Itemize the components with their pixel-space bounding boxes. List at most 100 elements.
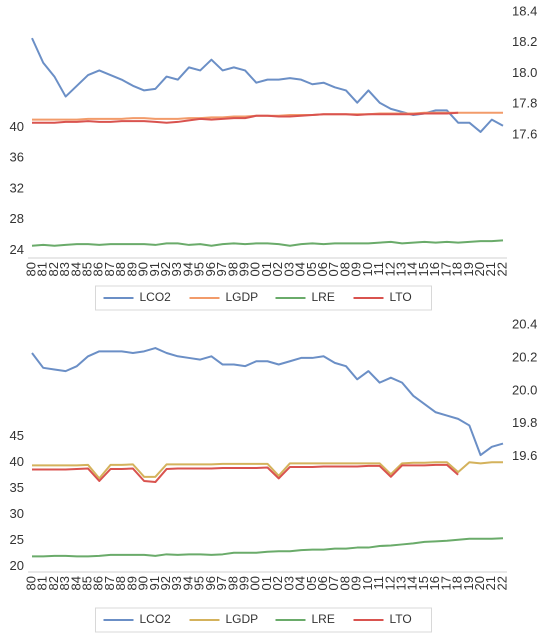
x-tick-label: 91 xyxy=(147,576,162,590)
x-tick-label: 84 xyxy=(68,262,83,276)
x-tick-label: 16 xyxy=(427,262,442,276)
x-tick-label: 90 xyxy=(136,576,151,590)
y2-tick-label: 18.0 xyxy=(512,65,537,80)
x-tick-label: 00 xyxy=(248,262,263,276)
x-tick-label: 22 xyxy=(494,262,509,276)
x-tick-label: 93 xyxy=(169,262,184,276)
y2-tick-label: 18.2 xyxy=(512,34,537,49)
chart: 20 25 30 35 40 45 19.6 19.8 20.0 20.2 20.4 80818283… xyxy=(10,316,537,633)
x-tick-label: 02 xyxy=(270,262,285,276)
x-tick-label: 85 xyxy=(80,576,95,590)
x-tick-label: 15 xyxy=(416,262,431,276)
y2-tick-label: 17.6 xyxy=(512,126,537,141)
x-tick-label: 93 xyxy=(169,576,184,590)
y2-tick-label: 20.2 xyxy=(512,349,537,364)
x-tick-label: 80 xyxy=(23,576,38,590)
x-tick-label: 17 xyxy=(438,576,453,590)
x-tick-label: 90 xyxy=(136,262,151,276)
x-tick-label: 97 xyxy=(214,262,229,276)
x-tick-label: 14 xyxy=(405,576,420,590)
legend-box xyxy=(95,285,432,311)
x-tick-label: 16 xyxy=(427,576,442,590)
series-line xyxy=(32,461,503,480)
x-tick-label: 11 xyxy=(371,576,386,590)
y-tick-label: 30 xyxy=(10,506,24,521)
x-tick-label: 83 xyxy=(57,576,72,590)
legend-label: LTO xyxy=(390,612,412,626)
x-tick-label: 98 xyxy=(225,576,240,590)
x-tick-label: 10 xyxy=(360,576,375,590)
series-line xyxy=(32,463,459,484)
legend-label: LRE xyxy=(312,290,335,304)
y-tick-label: 25 xyxy=(10,532,24,547)
x-tick-label: 94 xyxy=(180,576,195,590)
x-tick-label: 07 xyxy=(326,576,341,590)
x-tick-label: 05 xyxy=(304,576,319,590)
x-tick-label: 89 xyxy=(124,576,139,590)
x-tick-label: 97 xyxy=(214,576,229,590)
x-tick-label: 18 xyxy=(450,576,465,590)
legend-label: LGDP xyxy=(226,612,259,626)
x-tick-label: 22 xyxy=(494,576,509,590)
x-tick-label: 04 xyxy=(293,576,308,590)
x-tick-label: 91 xyxy=(147,262,162,276)
x-tick-label: 21 xyxy=(483,262,498,276)
series-line xyxy=(31,239,504,247)
series-line xyxy=(31,347,504,457)
x-tick-label: 95 xyxy=(192,576,207,590)
y2-tick-label: 20.0 xyxy=(512,382,537,397)
series-line xyxy=(32,111,459,124)
x-tick-label: 80 xyxy=(23,262,38,276)
x-tick-label: 02 xyxy=(270,576,285,590)
y-tick-label: 45 xyxy=(10,428,24,443)
x-tick-label: 89 xyxy=(124,262,139,276)
chart: 24 28 32 36 40 17.6 17.8 18.0 18.2 18.4 8081828384… xyxy=(10,3,537,311)
x-tick-label: 87 xyxy=(102,576,117,590)
x-tick-label: 98 xyxy=(225,262,240,276)
x-tick-label: 10 xyxy=(360,262,375,276)
x-tick-label: 04 xyxy=(293,262,308,276)
y-tick-label: 20 xyxy=(10,558,24,573)
x-tick-label: 12 xyxy=(382,576,397,590)
x-tick-label: 11 xyxy=(371,262,386,276)
legend-label: LCO2 xyxy=(140,290,172,304)
x-tick-label: 81 xyxy=(35,576,50,590)
x-tick-label: 96 xyxy=(203,262,218,276)
x-tick-label: 13 xyxy=(394,262,409,276)
x-tick-label: 01 xyxy=(259,262,274,276)
x-tick-label: 99 xyxy=(237,576,252,590)
legend-label: LRE xyxy=(312,612,335,626)
x-tick-label: 86 xyxy=(91,262,106,276)
x-tick-label: 81 xyxy=(35,262,50,276)
y-tick-label: 28 xyxy=(10,211,24,226)
x-tick-label: 19 xyxy=(461,262,476,276)
y2-tick-label: 19.6 xyxy=(512,448,537,463)
x-tick-label: 06 xyxy=(315,576,330,590)
y-tick-label: 35 xyxy=(10,480,24,495)
y-tick-label: 40 xyxy=(10,454,24,469)
x-tick-label: 94 xyxy=(180,262,195,276)
y-tick-label: 24 xyxy=(10,242,24,257)
legend: LCO2 LGDP LRE LTO xyxy=(95,607,432,633)
x-tick-label: 82 xyxy=(46,576,61,590)
legend-label: LCO2 xyxy=(140,612,172,626)
x-tick-label: 83 xyxy=(57,262,72,276)
x-tick-label: 20 xyxy=(472,262,487,276)
x-tick-label: 13 xyxy=(394,576,409,590)
y2-tick-label: 20.4 xyxy=(512,316,537,331)
x-tick-label: 15 xyxy=(416,576,431,590)
x-tick-label: 14 xyxy=(405,262,420,276)
x-tick-label: 03 xyxy=(281,576,296,590)
x-tick-label: 07 xyxy=(326,262,341,276)
x-tick-label: 08 xyxy=(337,262,352,276)
legend: LCO2 LGDP LRE LTO xyxy=(95,285,432,311)
x-tick-label: 20 xyxy=(472,576,487,590)
x-tick-label: 86 xyxy=(91,576,106,590)
y-tick-label: 32 xyxy=(10,180,24,195)
x-tick-label: 88 xyxy=(113,262,128,276)
x-tick-label: 03 xyxy=(281,262,296,276)
y-tick-label: 36 xyxy=(10,150,24,165)
x-tick-label: 08 xyxy=(337,576,352,590)
x-tick-label: 88 xyxy=(113,576,128,590)
